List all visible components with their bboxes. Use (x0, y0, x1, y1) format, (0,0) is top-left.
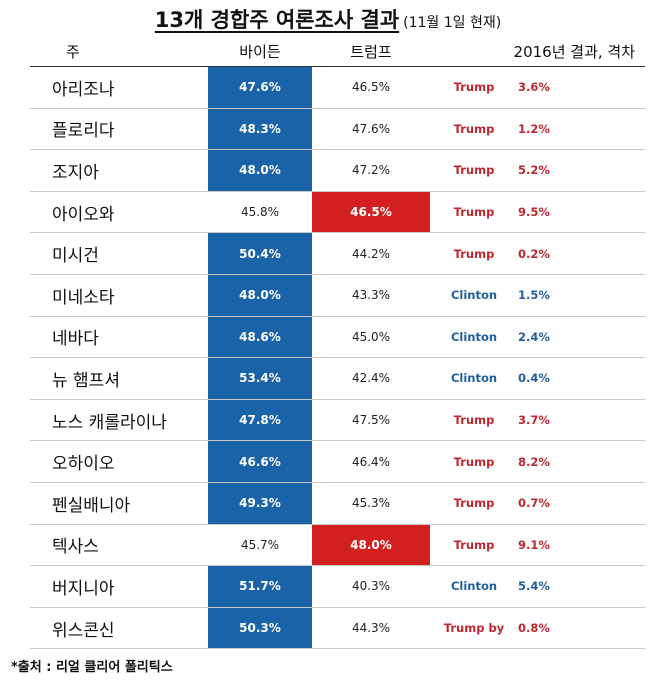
biden-percent: 50.3% (208, 607, 312, 650)
trump-percent: 48.0% (312, 524, 430, 567)
trump-percent: 46.5% (312, 191, 430, 234)
margin-2016: 3.6% (518, 66, 646, 109)
winner-2016: Trump (430, 440, 518, 483)
header-row: 주 바이든 트럼프 2016년 결과, 격차 (30, 36, 646, 67)
table-row: 아리조나 47.6% 46.5% Trump 3.6% (30, 66, 646, 109)
state-name: 노스 캐롤라이나 (30, 399, 208, 442)
margin-2016: 5.4% (518, 565, 646, 608)
trump-percent: 45.0% (312, 316, 430, 359)
margin-2016: 0.2% (518, 232, 646, 275)
table-row: 펜실배니아 49.3% 45.3% Trump 0.7% (30, 482, 646, 525)
trump-percent: 44.2% (312, 232, 430, 275)
state-name: 펜실배니아 (30, 482, 208, 525)
winner-2016: Trump (430, 191, 518, 234)
state-name: 버지니아 (30, 565, 208, 608)
winner-2016: Trump (430, 66, 518, 109)
winner-2016: Clinton (430, 316, 518, 359)
biden-percent: 47.8% (208, 399, 312, 442)
biden-percent: 47.6% (208, 66, 312, 109)
biden-percent: 53.4% (208, 357, 312, 400)
state-name: 텍사스 (30, 524, 208, 567)
biden-percent: 48.6% (208, 316, 312, 359)
table-row: 네바다 48.6% 45.0% Clinton 2.4% (30, 316, 646, 359)
state-name: 미네소타 (30, 274, 208, 317)
state-name: 조지아 (30, 149, 208, 192)
state-name: 뉴 햄프셔 (30, 357, 208, 400)
winner-2016: Trump (430, 399, 518, 442)
trump-percent: 42.4% (312, 357, 430, 400)
winner-2016: Trump by (430, 607, 518, 650)
table-row: 뉴 햄프셔 53.4% 42.4% Clinton 0.4% (30, 357, 646, 400)
winner-2016: Clinton (430, 274, 518, 317)
margin-2016: 5.2% (518, 149, 646, 192)
table-row: 오하이오 46.6% 46.4% Trump 8.2% (30, 440, 646, 483)
winner-2016: Clinton (430, 357, 518, 400)
biden-percent: 51.7% (208, 565, 312, 608)
biden-percent: 49.3% (208, 482, 312, 525)
biden-percent: 48.3% (208, 108, 312, 151)
table-row: 아이오와 45.8% 46.5% Trump 9.5% (30, 191, 646, 234)
state-name: 아리조나 (30, 66, 208, 109)
header-2016-result: 2016년 결과, 격차 (430, 36, 646, 67)
margin-2016: 9.1% (518, 524, 646, 567)
margin-2016: 8.2% (518, 440, 646, 483)
trump-percent: 47.5% (312, 399, 430, 442)
winner-2016: Trump (430, 108, 518, 151)
margin-2016: 9.5% (518, 191, 646, 234)
table-body: 아리조나 47.6% 46.5% Trump 3.6% 플로리다 48.3% 47.6% Tru… (30, 66, 646, 650)
table-row: 노스 캐롤라이나 47.8% 47.5% Trump 3.7% (30, 399, 646, 442)
title-block: 13개 경합주 여론조사 결과 (11월 1일 현재) (0, 4, 656, 34)
table-row: 미시건 50.4% 44.2% Trump 0.2% (30, 232, 646, 275)
trump-percent: 46.4% (312, 440, 430, 483)
table-row: 조지아 48.0% 47.2% Trump 5.2% (30, 149, 646, 192)
trump-percent: 47.2% (312, 149, 430, 192)
biden-percent: 48.0% (208, 274, 312, 317)
poll-table: 주 바이든 트럼프 2016년 결과, 격차 아리조나 47.6% 46.5% Tru… (30, 36, 646, 650)
table-row: 텍사스 45.7% 48.0% Trump 9.1% (30, 524, 646, 567)
state-name: 아이오와 (30, 191, 208, 234)
trump-percent: 44.3% (312, 607, 430, 650)
source-note: *출처 : 리얼 클리어 폴리틱스 (11, 660, 173, 675)
biden-percent: 46.6% (208, 440, 312, 483)
trump-percent: 46.5% (312, 66, 430, 109)
winner-2016: Clinton (430, 565, 518, 608)
winner-2016: Trump (430, 149, 518, 192)
trump-percent: 40.3% (312, 565, 430, 608)
table-row: 미네소타 48.0% 43.3% Clinton 1.5% (30, 274, 646, 317)
margin-2016: 3.7% (518, 399, 646, 442)
state-name: 오하이오 (30, 440, 208, 483)
margin-2016: 0.7% (518, 482, 646, 525)
winner-2016: Trump (430, 232, 518, 275)
state-name: 네바다 (30, 316, 208, 359)
header-biden: 바이든 (208, 36, 312, 67)
header-trump: 트럼프 (312, 36, 430, 67)
state-name: 위스콘신 (30, 607, 208, 650)
biden-percent: 45.8% (208, 191, 312, 234)
state-name: 미시건 (30, 232, 208, 275)
chart-subtitle: (11월 1일 현재) (403, 15, 502, 31)
margin-2016: 1.5% (518, 274, 646, 317)
trump-percent: 43.3% (312, 274, 430, 317)
biden-percent: 48.0% (208, 149, 312, 192)
state-name: 플로리다 (30, 108, 208, 151)
biden-percent: 50.4% (208, 232, 312, 275)
table-row: 버지니아 51.7% 40.3% Clinton 5.4% (30, 565, 646, 608)
margin-2016: 1.2% (518, 108, 646, 151)
table-row: 플로리다 48.3% 47.6% Trump 1.2% (30, 108, 646, 151)
margin-2016: 2.4% (518, 316, 646, 359)
chart-title: 13개 경합주 여론조사 결과 (154, 8, 400, 32)
margin-2016: 0.8% (518, 607, 646, 650)
trump-percent: 47.6% (312, 108, 430, 151)
winner-2016: Trump (430, 524, 518, 567)
header-state: 주 (30, 36, 208, 67)
winner-2016: Trump (430, 482, 518, 525)
margin-2016: 0.4% (518, 357, 646, 400)
biden-percent: 45.7% (208, 524, 312, 567)
table-row: 위스콘신 50.3% 44.3% Trump by 0.8% (30, 607, 646, 650)
trump-percent: 45.3% (312, 482, 430, 525)
